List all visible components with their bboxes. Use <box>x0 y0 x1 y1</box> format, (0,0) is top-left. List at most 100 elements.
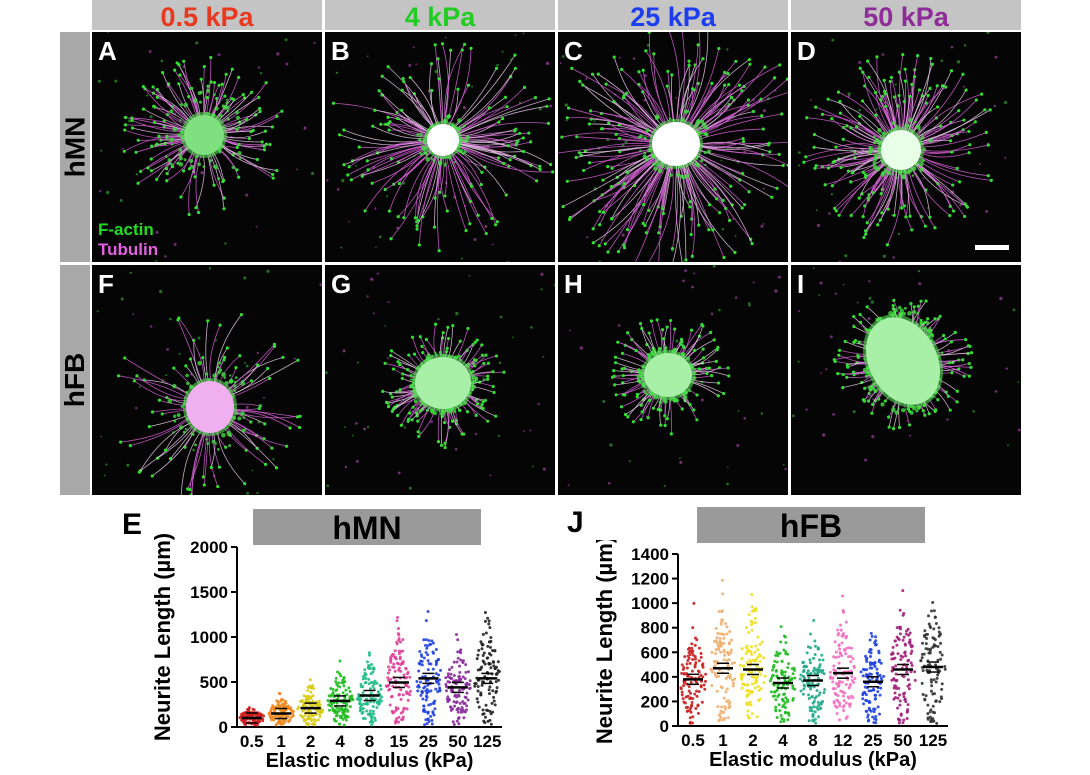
data-point <box>480 647 484 651</box>
data-point <box>332 717 336 721</box>
data-point <box>756 635 760 639</box>
data-point <box>284 701 288 705</box>
data-point <box>483 721 487 725</box>
data-point <box>495 671 499 675</box>
data-point <box>815 688 819 692</box>
data-point <box>791 684 795 688</box>
data-point <box>430 639 434 643</box>
data-point <box>289 707 293 711</box>
data-point <box>454 632 458 636</box>
data-point <box>389 656 393 660</box>
data-point <box>269 709 273 713</box>
data-point <box>687 646 691 650</box>
data-point <box>394 719 398 723</box>
data-point <box>809 687 813 691</box>
data-point <box>473 684 477 688</box>
data-point <box>391 711 395 715</box>
data-point <box>873 707 877 711</box>
data-point <box>843 691 847 695</box>
data-point <box>693 643 697 647</box>
data-point <box>772 663 776 667</box>
data-point <box>847 655 851 659</box>
data-point <box>865 668 869 672</box>
data-point <box>688 653 692 657</box>
data-point <box>898 608 902 612</box>
column-header-label: 50 kPa <box>863 2 949 32</box>
data-point <box>727 706 731 710</box>
data-point <box>842 709 846 713</box>
data-point <box>484 631 488 635</box>
data-point <box>799 673 803 677</box>
data-point <box>792 666 796 670</box>
data-point <box>845 634 849 638</box>
data-point <box>495 686 499 690</box>
data-point <box>937 630 941 634</box>
data-point <box>363 671 367 675</box>
data-point <box>431 641 435 645</box>
data-point <box>459 677 463 681</box>
data-point <box>747 613 751 617</box>
data-point <box>721 592 725 596</box>
data-point <box>750 652 754 656</box>
data-point <box>427 638 431 642</box>
data-point <box>361 685 365 689</box>
data-point <box>492 660 496 664</box>
data-point <box>329 687 333 691</box>
x-tick-label: 50 <box>448 732 467 751</box>
data-point <box>424 694 428 698</box>
data-point <box>926 703 930 707</box>
data-point <box>480 665 484 669</box>
data-point <box>457 675 461 679</box>
data-point <box>740 686 744 690</box>
data-point <box>679 686 683 690</box>
data-point <box>399 697 403 701</box>
data-point <box>783 706 787 710</box>
data-point <box>940 697 944 701</box>
data-point <box>834 650 838 654</box>
data-point <box>844 716 848 720</box>
data-point <box>699 652 703 656</box>
data-point <box>279 722 283 726</box>
data-point <box>368 666 372 670</box>
data-point <box>896 637 900 641</box>
data-point <box>943 667 947 671</box>
data-point <box>680 693 684 697</box>
data-point <box>837 655 841 659</box>
data-point <box>718 643 722 647</box>
x-tick-label: 50 <box>894 731 913 750</box>
data-point <box>387 688 391 692</box>
x-tick-label: 125 <box>919 731 947 750</box>
data-point <box>774 653 778 657</box>
data-point <box>335 682 339 686</box>
data-point <box>297 705 301 709</box>
data-point <box>935 676 939 680</box>
data-point <box>477 648 481 652</box>
data-point <box>833 640 837 644</box>
data-point <box>270 718 274 722</box>
data-point <box>921 669 925 673</box>
data-point <box>904 700 908 704</box>
data-point <box>357 693 361 697</box>
data-point <box>361 677 365 681</box>
data-point <box>756 685 760 689</box>
data-point <box>898 699 902 703</box>
data-point <box>367 664 371 668</box>
data-point <box>778 709 782 713</box>
data-point <box>364 676 368 680</box>
data-point <box>869 709 873 713</box>
data-point <box>877 658 881 662</box>
data-point <box>882 674 886 678</box>
data-point <box>316 718 320 722</box>
data-point <box>869 672 873 676</box>
data-point <box>936 645 940 649</box>
data-point <box>784 696 788 700</box>
data-point <box>434 679 438 683</box>
data-point <box>419 693 423 697</box>
x-tick-label: 4 <box>335 732 345 751</box>
data-point <box>340 681 344 685</box>
data-point <box>404 666 408 670</box>
data-point <box>486 644 490 648</box>
data-point <box>753 686 757 690</box>
data-point <box>429 689 433 693</box>
data-point <box>372 666 376 670</box>
